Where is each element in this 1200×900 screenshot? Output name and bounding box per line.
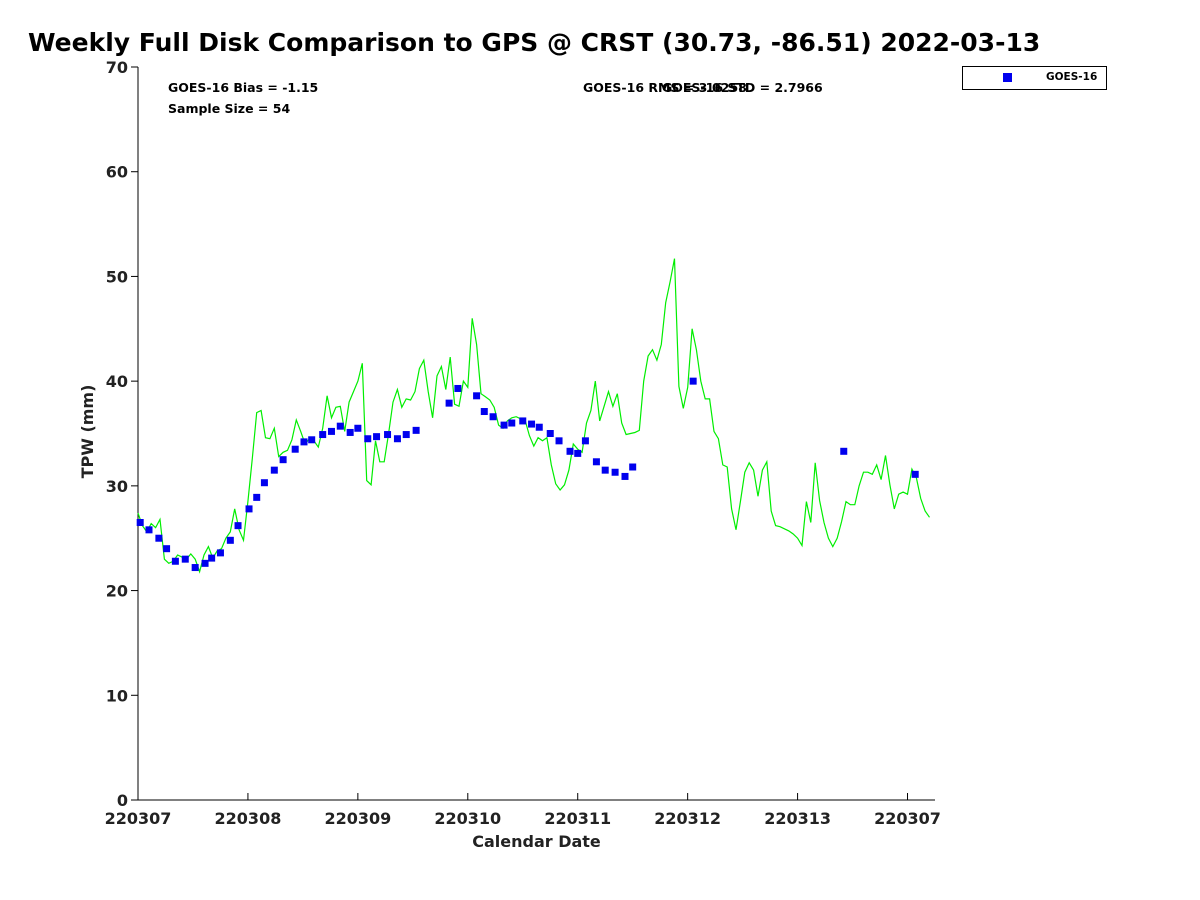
- goes16-point: [279, 456, 287, 464]
- goes16-point: [528, 420, 536, 428]
- goes16-point: [480, 408, 488, 416]
- legend-label-goes16: GOES-16: [1046, 71, 1098, 83]
- goes16-point: [354, 424, 362, 432]
- goes16-point: [445, 399, 453, 407]
- x-tick-label: 220308: [215, 809, 282, 828]
- y-tick-label: 10: [106, 686, 128, 705]
- goes16-point: [260, 479, 268, 487]
- goes16-point: [621, 472, 629, 480]
- legend-marker-goes16: [1003, 73, 1012, 82]
- goes16-point: [201, 559, 209, 567]
- sample-size-annotation: Sample Size = 54: [168, 101, 291, 116]
- legend: GOES-16: [962, 66, 1107, 90]
- goes16-point: [364, 435, 372, 443]
- x-tick-label: 220309: [324, 809, 391, 828]
- goes16-point: [253, 493, 261, 501]
- goes16-point: [308, 436, 316, 444]
- goes16-point: [508, 419, 516, 427]
- goes16-point: [226, 536, 234, 544]
- goes16-point: [136, 519, 144, 527]
- goes16-point: [402, 431, 410, 439]
- goes16-point: [336, 422, 344, 430]
- y-tick-label: 0: [117, 791, 128, 810]
- x-tick-label: 220307: [874, 809, 941, 828]
- y-tick-label: 40: [106, 372, 128, 391]
- goes16-point: [346, 428, 354, 436]
- goes16-point: [373, 433, 381, 441]
- goes16-point: [519, 417, 527, 425]
- y-tick-label: 30: [106, 477, 128, 496]
- y-tick-label: 70: [106, 58, 128, 77]
- y-tick-label: 20: [106, 582, 128, 601]
- goes16-point: [601, 466, 609, 474]
- y-tick-label: 60: [106, 163, 128, 182]
- goes16-point: [234, 522, 242, 530]
- chart-title: Weekly Full Disk Comparison to GPS @ CRS…: [28, 28, 1041, 57]
- goes16-point: [473, 392, 481, 400]
- goes16-point: [592, 458, 600, 466]
- goes16-point: [500, 421, 508, 429]
- goes16-point: [412, 426, 420, 434]
- goes16-point: [611, 468, 619, 476]
- y-axis-label: TPW (mm): [78, 385, 97, 479]
- goes16-point: [181, 555, 189, 563]
- std-annotation: GOES-16 STD = 2.7966: [662, 80, 823, 95]
- goes16-point: [566, 447, 574, 455]
- goes16-point: [546, 430, 554, 437]
- goes16-point: [291, 445, 299, 453]
- goes16-point: [629, 463, 637, 471]
- goes16-point: [581, 437, 589, 445]
- goes16-point: [555, 437, 563, 445]
- goes16-point: [216, 549, 224, 557]
- goes16-point: [171, 557, 179, 565]
- goes16-point: [319, 431, 327, 439]
- x-tick-label: 220307: [105, 809, 172, 828]
- goes16-point: [270, 466, 278, 474]
- goes16-point: [393, 435, 401, 443]
- goes16-point: [454, 384, 462, 392]
- goes16-point: [155, 534, 163, 542]
- goes16-point: [840, 447, 848, 455]
- x-tick-label: 220313: [764, 809, 831, 828]
- goes16-point: [191, 564, 199, 572]
- x-tick-label: 220310: [434, 809, 501, 828]
- goes16-point: [300, 438, 308, 446]
- rms-annotation: GOES-16 RMS = 3.0258: [583, 80, 747, 95]
- goes16-point: [208, 554, 216, 562]
- bias-annotation: GOES-16 Bias = -1.15: [168, 80, 319, 95]
- gps-line: [137, 258, 930, 574]
- x-axis-label: Calendar Date: [472, 832, 601, 851]
- goes16-point: [327, 427, 335, 435]
- x-tick-label: 220312: [654, 809, 721, 828]
- goes16-point: [245, 505, 253, 513]
- x-tick-label: 220311: [544, 809, 611, 828]
- goes16-point: [911, 470, 919, 478]
- y-tick-label: 50: [106, 267, 128, 286]
- goes16-point: [489, 413, 497, 421]
- goes16-point: [535, 423, 543, 431]
- goes16-point: [384, 431, 392, 439]
- goes16-point: [163, 545, 171, 553]
- goes16-point: [574, 449, 582, 457]
- goes16-point: [689, 377, 697, 385]
- goes16-point: [145, 526, 153, 534]
